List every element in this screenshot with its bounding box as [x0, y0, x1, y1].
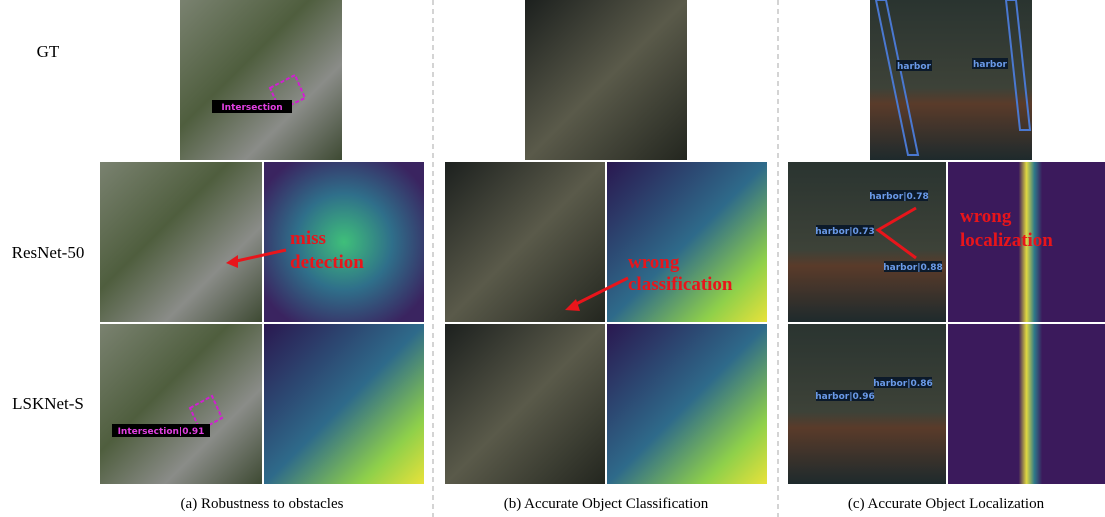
annotation: miss: [290, 228, 326, 249]
image: [100, 324, 262, 484]
image: [788, 324, 946, 484]
heatmap: [948, 324, 1105, 484]
bbox: [1004, 0, 1032, 131]
box-label: harbor: [973, 60, 1008, 70]
arrow: [231, 248, 287, 264]
box-label: harbor: [897, 62, 932, 72]
box-label: harbor|0.73: [815, 227, 874, 237]
box-label: harbor|0.96: [815, 392, 874, 402]
annotation: wrong: [628, 252, 680, 273]
heatmap: [607, 162, 767, 322]
label-bg: [212, 100, 292, 113]
box-label: Intersection: [221, 103, 282, 113]
caption: (b) Accurate Object Classification: [504, 496, 709, 512]
arrow: [875, 206, 917, 260]
label-bg: [884, 261, 942, 272]
label-bg: [112, 424, 210, 437]
arrow: [571, 276, 629, 308]
bbox: [874, 0, 920, 156]
label-bg: [870, 190, 928, 201]
arrow-head: [226, 255, 238, 268]
image: [100, 162, 262, 322]
label-bg: [816, 390, 874, 401]
box-label: harbor|0.86: [873, 379, 932, 389]
annotation: detection: [290, 252, 364, 273]
image: [870, 0, 1032, 160]
label-bg: [896, 60, 932, 71]
bbox: [188, 394, 224, 432]
heatmap: [607, 324, 767, 484]
row-label: GT: [37, 42, 60, 61]
label-bg: [816, 225, 874, 236]
heatmap: [264, 162, 424, 322]
annotation: localization: [960, 230, 1053, 251]
arrow-head: [565, 299, 580, 311]
box-label: Intersection|0.91: [118, 427, 205, 437]
image: [445, 162, 605, 322]
image: [525, 0, 687, 160]
caption: (c) Accurate Object Localization: [848, 496, 1045, 512]
image: [445, 324, 605, 484]
label-bg: [972, 58, 1008, 69]
label-bg: [874, 377, 932, 388]
annotation: classification: [628, 274, 733, 295]
bbox: [268, 73, 307, 112]
heatmap: [948, 162, 1105, 322]
row-label: LSKNet-S: [12, 394, 84, 413]
heatmap: [264, 324, 424, 484]
box-label: harbor|0.78: [869, 192, 928, 202]
caption: (a) Robustness to obstacles: [181, 496, 344, 512]
box-label: harbor|0.88: [883, 263, 942, 273]
annotation: wrong: [960, 206, 1012, 227]
row-label: ResNet-50: [12, 243, 85, 262]
image: [788, 162, 946, 322]
image: [180, 0, 342, 160]
